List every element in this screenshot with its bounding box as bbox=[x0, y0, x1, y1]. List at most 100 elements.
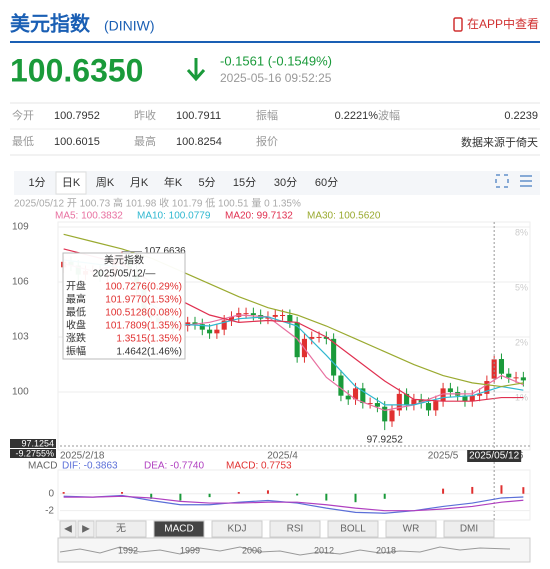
candle-body bbox=[207, 329, 213, 334]
bottom-tab-bg[interactable] bbox=[77, 520, 95, 538]
candle-body bbox=[477, 393, 483, 396]
tab[interactable]: 30分 bbox=[274, 176, 297, 189]
tooltip-label: 最高 bbox=[66, 293, 86, 306]
tab[interactable]: 15分 bbox=[233, 176, 256, 189]
candle-body bbox=[199, 324, 205, 330]
y-tick-label: 109 bbox=[12, 222, 29, 233]
bottom-tab-bg[interactable] bbox=[385, 520, 437, 538]
bottom-tab-bg[interactable] bbox=[269, 520, 321, 538]
overview-year: 2018 bbox=[376, 545, 396, 555]
candle-body bbox=[243, 313, 249, 315]
candle-body bbox=[447, 388, 453, 393]
tab[interactable]: 5分 bbox=[198, 176, 215, 189]
ma-legend: MA10: 100.0779 bbox=[137, 211, 211, 222]
cursor-price: 97.1254 bbox=[21, 438, 54, 448]
x-label: 2025/4 bbox=[267, 451, 298, 462]
tooltip-value: 1.4642(1.46%) bbox=[116, 347, 182, 358]
cursor-pct: -9.2755% bbox=[15, 448, 54, 458]
bottom-tab[interactable]: MACD bbox=[164, 524, 193, 535]
macd-frame bbox=[57, 469, 531, 521]
macd-legend: MACD bbox=[28, 461, 57, 472]
candle-body bbox=[323, 337, 329, 339]
bottom-tab[interactable]: 无 bbox=[116, 524, 126, 535]
bottom-tab[interactable]: RSI bbox=[287, 524, 304, 535]
bottom-tab-bg[interactable] bbox=[95, 520, 147, 538]
tooltip-value: 101.9770(1.53%) bbox=[105, 295, 182, 306]
candle-body bbox=[389, 410, 395, 422]
bottom-tab[interactable]: ▶ bbox=[82, 524, 90, 535]
candle-body bbox=[287, 314, 293, 323]
tab[interactable]: 60分 bbox=[315, 176, 338, 189]
bottom-tab-bg[interactable] bbox=[153, 520, 205, 538]
tooltip-label: 最低 bbox=[66, 306, 86, 319]
candle-body bbox=[491, 359, 497, 379]
change: -0.1561 (-0.1549%) bbox=[220, 53, 332, 68]
stat-value: 100.6015 bbox=[54, 136, 100, 148]
x-label: 2025/5 bbox=[428, 451, 459, 462]
dif-line bbox=[63, 494, 524, 514]
bottom-tab-bg[interactable] bbox=[211, 520, 263, 538]
macd-tick-label: 0 bbox=[48, 488, 54, 499]
fullscreen-icon[interactable] bbox=[495, 174, 509, 188]
tooltip-value: 100.7276(0.29%) bbox=[105, 282, 182, 293]
tooltip bbox=[62, 252, 186, 360]
annotation: 97.9252 bbox=[367, 435, 404, 446]
tooltip-value: 101.7809(1.35%) bbox=[105, 321, 182, 332]
stat-value: 100.7911 bbox=[176, 110, 221, 122]
stat-label: 振幅 bbox=[256, 108, 278, 122]
down-arrow bbox=[186, 58, 206, 82]
candle-body bbox=[433, 401, 439, 411]
bottom-tab[interactable]: KDJ bbox=[228, 524, 247, 535]
macd-legend: DIF: -0.3863 bbox=[62, 461, 118, 472]
tooltip-label: 振幅 bbox=[66, 345, 86, 358]
candle-body bbox=[316, 337, 322, 339]
tab[interactable]: 周K bbox=[96, 176, 115, 189]
bottom-tab[interactable]: BOLL bbox=[340, 524, 366, 535]
macd-legend: MACD: 0.7753 bbox=[226, 461, 292, 472]
overview-year: 1999 bbox=[180, 545, 200, 555]
tooltip-date: 2025/05/12/— bbox=[93, 269, 156, 280]
overview-line bbox=[59, 546, 511, 556]
x-label: 2025/2/18 bbox=[60, 451, 105, 462]
bottom-tab-bg[interactable] bbox=[59, 520, 77, 538]
candle-body bbox=[192, 322, 198, 325]
cursor-box bbox=[10, 439, 56, 448]
candle-body bbox=[228, 316, 235, 321]
stat-label: 波幅 bbox=[378, 109, 400, 122]
candle-body bbox=[280, 314, 286, 316]
phone-icon bbox=[453, 17, 463, 32]
stat-label: 报价 bbox=[256, 134, 278, 148]
pct-label: 8% bbox=[515, 227, 528, 237]
tab[interactable]: 月K bbox=[130, 177, 149, 189]
overview bbox=[57, 537, 531, 563]
code: (DINIW) bbox=[104, 18, 155, 34]
menu-icon[interactable] bbox=[520, 175, 532, 187]
ma-legend: MA30: 100.5620 bbox=[307, 211, 381, 222]
tab-bar bbox=[14, 171, 540, 195]
tooltip-label: 涨跌 bbox=[66, 332, 86, 345]
candle-body bbox=[331, 338, 337, 376]
stat-value: 100.7952 bbox=[54, 110, 100, 122]
y-tick-label: 103 bbox=[12, 332, 29, 343]
cursor-date-box bbox=[467, 450, 522, 462]
candle-body bbox=[440, 388, 446, 402]
tab[interactable]: 年K bbox=[164, 175, 183, 189]
candle-body bbox=[411, 399, 417, 405]
tab[interactable]: 日K bbox=[62, 177, 81, 189]
overview-year: 2006 bbox=[242, 545, 262, 555]
bottom-tab[interactable]: ◀ bbox=[64, 524, 72, 535]
bottom-tab[interactable]: DMI bbox=[460, 524, 478, 535]
cursor-date: 2025/05/12 bbox=[469, 451, 519, 462]
candle-body bbox=[484, 381, 490, 394]
bottom-tab[interactable]: WR bbox=[403, 524, 420, 535]
stat-value: 0.2239 bbox=[504, 110, 538, 122]
stat-label: 最高 bbox=[134, 134, 156, 148]
candle-body bbox=[462, 395, 468, 402]
stat-value: 100.8254 bbox=[176, 136, 222, 148]
bottom-tab-bg[interactable] bbox=[327, 520, 379, 538]
bottom-tab-bg[interactable] bbox=[443, 520, 495, 538]
macd-tick-label: -2 bbox=[45, 505, 54, 516]
app-link[interactable]: 在APP中查看 bbox=[467, 16, 539, 31]
tab[interactable]: 1分 bbox=[28, 176, 45, 189]
